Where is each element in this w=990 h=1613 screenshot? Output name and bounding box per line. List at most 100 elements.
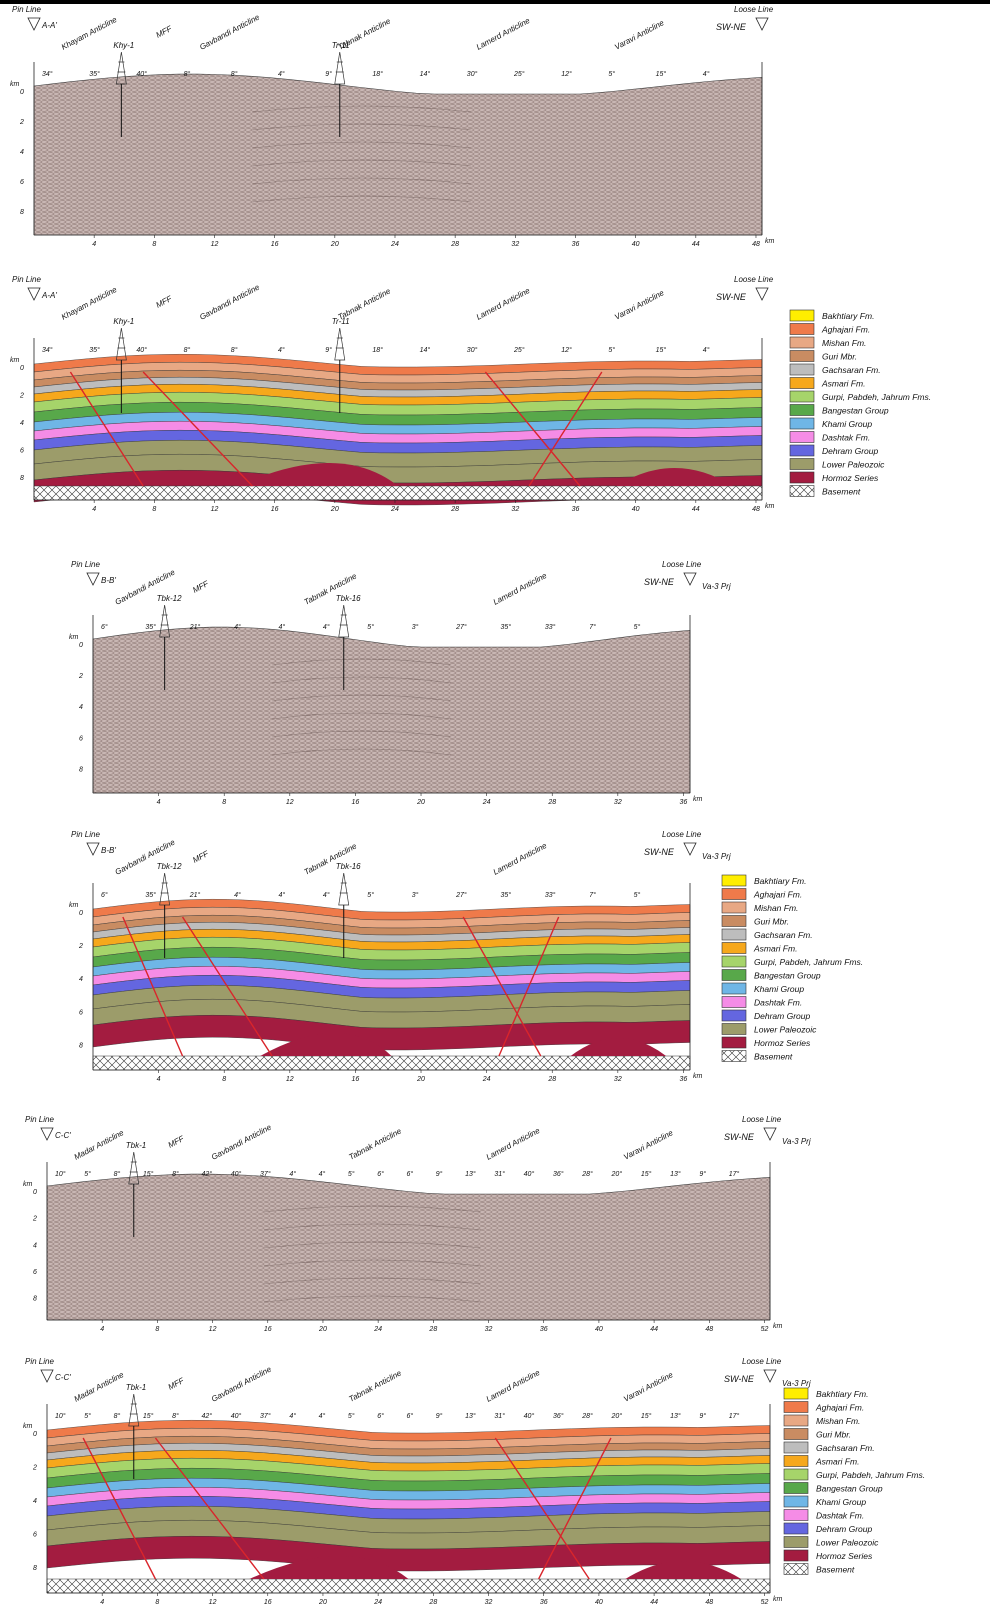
legend-label: Basement: [754, 1052, 793, 1062]
distance-tick-label: 20: [330, 241, 339, 248]
well-derrick-icon: [115, 327, 127, 361]
projected-well-label: Va-3 Prj: [702, 582, 731, 591]
distance-tick-label: 20: [416, 1076, 425, 1083]
direction-label: SW-NE: [716, 22, 747, 32]
pin-line-label: Pin Line: [12, 275, 41, 284]
legend-swatch: [721, 996, 747, 1008]
dip-annotation: 6°: [101, 891, 108, 899]
dip-annotation: 14°: [420, 346, 431, 354]
distance-tick-label: 24: [390, 241, 399, 248]
reflector: [272, 658, 452, 666]
legend-swatch: [789, 471, 815, 484]
dip-annotation: 15°: [641, 1412, 652, 1420]
legend-swatch: [789, 458, 815, 470]
dip-annotation: 12°: [561, 346, 572, 354]
legend-label: Gurpi, Pabdeh, Jahrum Fms.: [816, 1470, 925, 1480]
anticline-label: Lamerd Anticline: [492, 571, 549, 607]
distance-tick-label: 48: [752, 241, 760, 248]
legend-swatch: [783, 1387, 809, 1400]
dip-annotation: 40°: [136, 346, 147, 354]
legend-label: Hormoz Series: [754, 1038, 811, 1048]
dip-annotation: 6°: [407, 1412, 414, 1420]
dip-annotation: 34°: [42, 346, 53, 354]
dip-annotation: 35°: [500, 623, 511, 631]
legend-swatch: [721, 1050, 747, 1062]
legend-label: Mishan Fm.: [822, 338, 866, 348]
distance-tick-label: 40: [595, 1599, 603, 1606]
dip-annotation: 13°: [465, 1412, 476, 1420]
dip-annotation: 36°: [553, 1170, 564, 1178]
depth-tick-label: 6: [20, 179, 24, 186]
fault-line: [69, 371, 144, 487]
dip-annotation: 6°: [377, 1412, 384, 1420]
dip-annotation: 4°: [703, 346, 710, 354]
reflector: [252, 141, 471, 149]
distance-tick-label: 48: [705, 1599, 713, 1606]
distance-tick-label: 24: [373, 1599, 382, 1606]
depth-tick-label: 0: [20, 365, 24, 372]
reflector: [272, 730, 452, 738]
distance-tick-label: 16: [264, 1599, 272, 1606]
dip-annotation: 4°: [703, 70, 710, 78]
dip-annotation: 28°: [581, 1170, 593, 1178]
dip-annotation: 37°: [260, 1170, 271, 1178]
legend-swatch: [721, 1036, 747, 1049]
distance-tick-label: 20: [318, 1599, 327, 1606]
distance-tick-label: 48: [752, 506, 760, 513]
distance-tick-label: 36: [572, 241, 580, 248]
depth-tick-label: 6: [79, 735, 83, 742]
depth-tick-label: 4: [33, 1498, 37, 1505]
depth-tick-label: 0: [20, 89, 24, 96]
dip-annotation: 4°: [319, 1170, 326, 1178]
fault-line: [462, 916, 542, 1057]
basement-band: [92, 1055, 691, 1071]
depth-unit-label: km: [23, 1423, 33, 1430]
legend-swatch: [783, 1482, 809, 1494]
dip-annotation: 6°: [407, 1170, 414, 1178]
dip-annotation: 21°: [189, 891, 201, 899]
anticline-label: Madar Anticline: [73, 1128, 126, 1162]
depth-tick-label: 2: [19, 119, 24, 126]
distance-tick-label: 12: [211, 506, 219, 513]
legend-swatch: [783, 1401, 809, 1413]
section-id-label: A-A': [41, 291, 57, 300]
pin-line-label: Pin Line: [25, 1115, 54, 1124]
dip-annotation: 40°: [524, 1170, 535, 1178]
well-derrick-icon: [128, 1393, 140, 1427]
legend-label: Lower Paleozoic: [816, 1538, 879, 1548]
distance-unit-label: km: [773, 1323, 783, 1330]
dip-annotation: 12°: [561, 70, 572, 78]
depth-tick-label: 2: [32, 1216, 37, 1223]
dip-annotation: 36°: [553, 1412, 564, 1420]
dip-annotation: 18°: [372, 70, 383, 78]
dip-annotation: 8°: [172, 1412, 179, 1420]
legend-label: Mishan Fm.: [816, 1416, 860, 1426]
pin-line-label: Pin Line: [71, 560, 100, 569]
dip-annotation: 8°: [114, 1170, 121, 1178]
dip-annotation: 4°: [279, 623, 286, 631]
dip-annotation: 3°: [412, 623, 419, 631]
loose-line-label: Loose Line: [742, 1357, 782, 1366]
reflector: [272, 676, 452, 684]
well-label: Tbk-12: [157, 594, 182, 603]
dip-annotation: 25°: [513, 70, 525, 78]
loose-line-label: Loose Line: [662, 830, 702, 839]
dip-annotation: 15°: [641, 1170, 652, 1178]
dip-annotation: 4°: [234, 891, 241, 899]
dip-annotation: 7°: [589, 891, 596, 899]
dip-annotation: 5°: [634, 891, 641, 899]
anticline-label: Varavi Anticline: [622, 1370, 675, 1404]
distance-tick-label: 4: [100, 1599, 104, 1606]
distance-tick-label: 16: [352, 1076, 360, 1083]
dip-annotation: 35°: [145, 891, 156, 899]
depth-tick-label: 0: [33, 1189, 37, 1196]
legend: Bakhtiary Fm. Aghajari Fm. Mishan Fm. Guri …: [721, 874, 863, 1062]
distance-tick-label: 16: [264, 1326, 272, 1333]
dip-annotation: 42°: [201, 1412, 212, 1420]
dip-annotation: 25°: [513, 346, 525, 354]
legend-label: Dashtak Fm.: [816, 1511, 864, 1521]
distance-tick-label: 52: [761, 1599, 769, 1606]
legend-label: Aghajari Fm.: [753, 890, 802, 900]
dip-annotation: 4°: [289, 1170, 296, 1178]
